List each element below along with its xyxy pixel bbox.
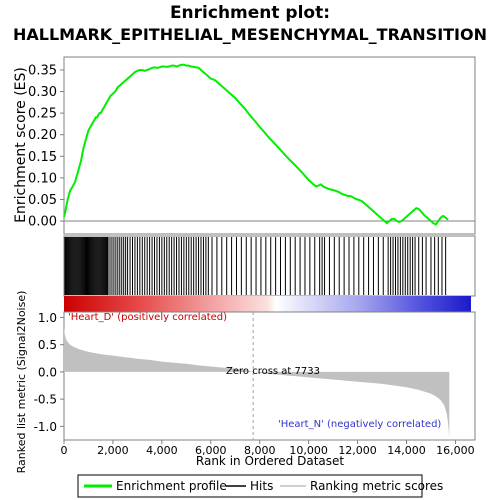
x-tick-label: 2,000 xyxy=(97,444,129,457)
metric-y-axis-label: Ranked list metric (Signal2Noise) xyxy=(15,291,28,474)
x-tick-label: 8,000 xyxy=(244,444,276,457)
hits-panel xyxy=(63,235,476,297)
legend-enrichment-label: Enrichment profile xyxy=(116,479,227,493)
metric-y-tick-label: -0.5 xyxy=(34,393,57,407)
es-y-tick-label: 0.00 xyxy=(28,215,57,230)
es-y-tick-label: 0.05 xyxy=(28,193,57,208)
es-y-tick-label: 0.20 xyxy=(28,128,57,143)
legend-box xyxy=(77,474,423,498)
positive-correlation-label: 'Heart_D' (positively correlated) xyxy=(68,312,227,323)
es-y-tick-label: 0.15 xyxy=(28,150,57,165)
chart-title-line1: Enrichment plot: xyxy=(169,3,331,23)
legend-metric-label: Ranking metric scores xyxy=(310,479,443,493)
metric-y-tick-label: -1.0 xyxy=(34,420,57,434)
metric-y-axis: -1.0 -0.5 0.0 0.5 1.0 xyxy=(34,311,64,434)
x-tick-label: 0 xyxy=(61,444,68,457)
es-y-axis: 0.00 0.05 0.10 0.15 0.20 0.25 0.30 0.35 xyxy=(28,63,64,230)
enrichment-profile-line xyxy=(63,63,449,226)
hits-marks xyxy=(64,237,447,295)
ranking-metric-area xyxy=(64,327,450,438)
metric-y-tick-label: 0.0 xyxy=(38,365,57,379)
negative-correlation-label: 'Heart_N' (negatively correlated) xyxy=(278,419,441,430)
x-tick-label: 10,000 xyxy=(289,444,328,457)
es-y-axis-label: Enrichment score (ES) xyxy=(13,67,29,223)
x-tick-label: 14,000 xyxy=(387,444,426,457)
enrichment-score-panel: 0.00 0.05 0.10 0.15 0.20 0.25 0.30 0.35 Enrichm… xyxy=(13,56,476,235)
es-y-tick-label: 0.35 xyxy=(28,63,57,78)
zero-cross-label: Zero cross at 7733 xyxy=(226,366,320,377)
es-y-tick-label: 0.30 xyxy=(28,85,57,100)
es-y-tick-label: 0.25 xyxy=(28,107,57,122)
metric-y-tick-label: 1.0 xyxy=(38,311,57,325)
x-tick-label: 6,000 xyxy=(195,444,227,457)
metric-x-axis: 0 2,000 4,000 6,000 8,000 10,000 12,000 14,000 1… xyxy=(61,440,475,457)
x-tick-label: 16,000 xyxy=(436,444,475,457)
metric-y-tick-label: 0.5 xyxy=(38,338,57,352)
x-tick-label: 12,000 xyxy=(338,444,377,457)
ranked-list-color-band xyxy=(64,296,471,312)
ranked-metric-panel: -1.0 -0.5 0.0 0.5 1.0 0 2,000 4,000 6,000 8,000 1… xyxy=(15,291,476,474)
x-tick-label: 4,000 xyxy=(146,444,178,457)
es-y-tick-label: 0.10 xyxy=(28,171,57,186)
legend: Enrichment profile Hits Ranking metric s… xyxy=(77,474,443,498)
chart-title-line2: HALLMARK_EPITHELIAL_MESENCHYMAL_TRANSITI… xyxy=(12,25,487,44)
es-panel-frame xyxy=(63,56,476,235)
x-axis-label: Rank in Ordered Dataset xyxy=(196,454,344,468)
legend-hits-label: Hits xyxy=(250,479,273,493)
